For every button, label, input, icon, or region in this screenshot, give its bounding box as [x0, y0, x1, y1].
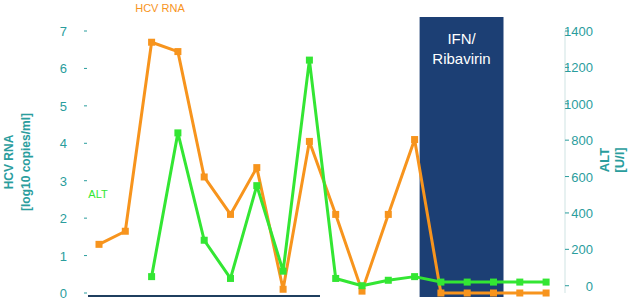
y-tick-label: 4: [60, 136, 67, 151]
series-marker: [201, 173, 208, 180]
series-marker: [437, 279, 444, 286]
series-line: [99, 42, 546, 293]
series-marker: [227, 211, 234, 218]
series-marker: [306, 57, 313, 64]
series-marker: [253, 164, 260, 171]
series-marker: [306, 138, 313, 145]
series-marker: [148, 273, 155, 280]
y-tick: [84, 218, 87, 219]
series-marker: [385, 211, 392, 218]
series-marker: [122, 228, 129, 235]
series-marker: [411, 136, 418, 143]
y2-tick-label: 800: [571, 133, 593, 148]
y-tick: [84, 255, 87, 256]
series-marker: [201, 237, 208, 244]
series-marker: [332, 211, 339, 218]
y-tick: [84, 31, 87, 32]
y2-tick-label: 1000: [564, 97, 593, 112]
treatment-box: [420, 17, 504, 297]
y-tick-label: 5: [60, 99, 67, 114]
y2-axis-title: [U/l]: [612, 147, 627, 172]
y2-tick-label: 200: [571, 242, 593, 257]
y-tick-label: 7: [60, 24, 67, 39]
y2-tick-label: 400: [571, 206, 593, 221]
series-marker: [227, 275, 234, 282]
series-marker: [280, 268, 287, 275]
y2-axis-title: ALT: [597, 148, 612, 172]
y-tick-label: 2: [60, 211, 67, 226]
series-marker: [543, 290, 550, 297]
y-axis-title: HCV RNA: [2, 134, 16, 189]
series-marker: [516, 279, 523, 286]
y-tick-label: 6: [60, 61, 67, 76]
series-marker: [411, 273, 418, 280]
y-tick: [84, 180, 87, 181]
y-tick: [84, 68, 87, 69]
series-marker: [490, 279, 497, 286]
y2-tick-label: 1200: [564, 60, 593, 75]
y-tick: [84, 293, 87, 294]
series-marker: [280, 286, 287, 293]
series-marker: [253, 182, 260, 189]
series-marker: [174, 129, 181, 136]
series-marker: [385, 277, 392, 284]
y-tick: [84, 143, 87, 144]
y2-tick-label: 1400: [564, 24, 593, 39]
series-marker: [464, 290, 471, 297]
y2-tick-label: 600: [571, 170, 593, 185]
plot-area: [96, 39, 550, 297]
series-marker: [490, 290, 497, 297]
y2-tick: [565, 212, 569, 213]
chart: IFN/Ribavirin 0 1 2 3 4 5 6 7 0 200 400 600 800 1000 12…: [0, 0, 634, 301]
series-marker: [148, 39, 155, 46]
y-tick-label: 0: [60, 286, 67, 301]
series-name: HCV RNA: [135, 2, 185, 14]
y2-tick: [565, 176, 569, 177]
series-line: [152, 60, 546, 286]
series-name: ALT: [88, 188, 108, 200]
series-marker: [464, 279, 471, 286]
y-axis-title: [log10 copies/ml]: [19, 113, 33, 211]
y2-tick: [565, 140, 569, 141]
annotation: Ribavirin: [432, 50, 490, 67]
y2-tick: [565, 285, 569, 286]
series-marker: [516, 290, 523, 297]
y2-tick: [565, 249, 569, 250]
series-marker: [437, 290, 444, 297]
series-marker: [332, 275, 339, 282]
y-tick: [84, 105, 87, 106]
y-tick-label: 3: [60, 174, 67, 189]
series-marker: [543, 279, 550, 286]
y-tick-label: 1: [60, 249, 67, 264]
annotation: IFN/: [447, 30, 476, 47]
baseline: [88, 295, 320, 297]
y2-tick-label: 0: [586, 279, 593, 294]
series-marker: [96, 241, 103, 248]
series-marker: [174, 48, 181, 55]
series-marker: [359, 282, 366, 289]
